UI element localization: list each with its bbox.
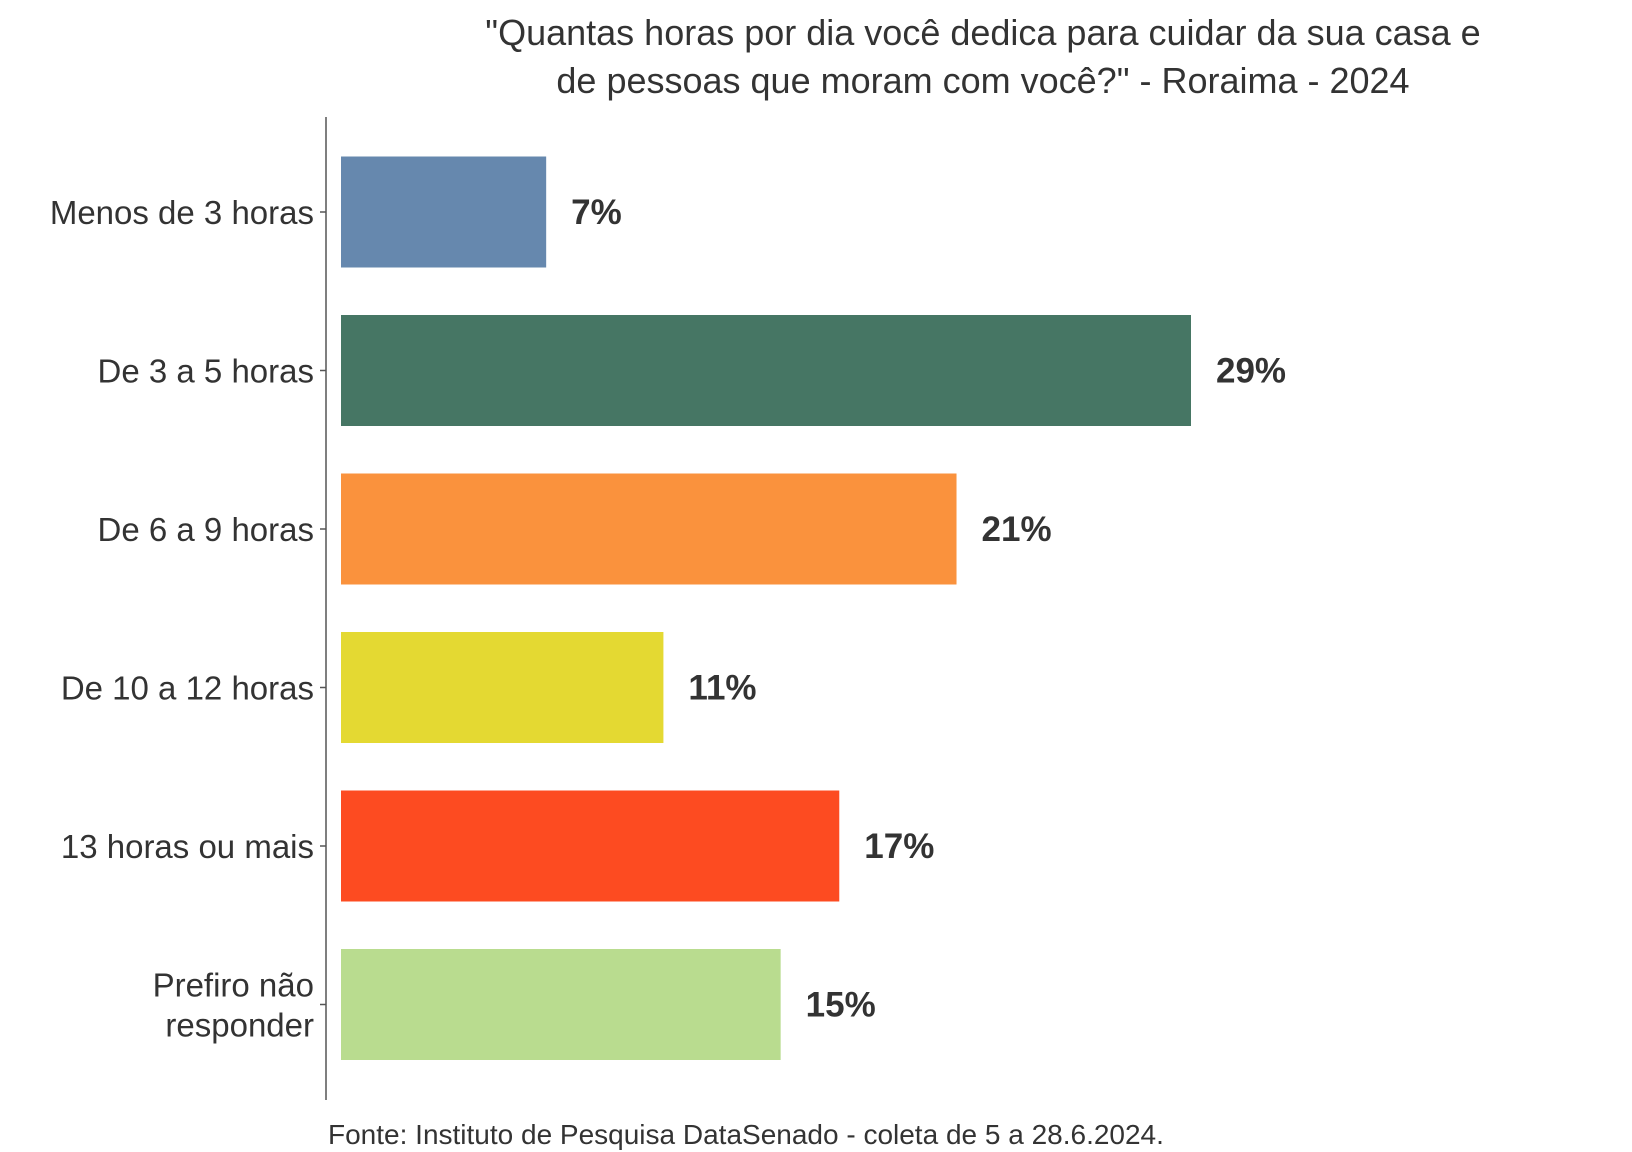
category-label-line: Prefiro não: [153, 967, 314, 1004]
plot-area: Menos de 3 horas 7% De 3 a 5 horas 29% De 6 …: [50, 156, 1286, 1060]
bar-3: [341, 473, 957, 585]
category-label-line: De 10 a 12 horas: [61, 670, 314, 707]
category-label-5: 13 horas ou mais: [61, 828, 314, 865]
value-label-5: 17%: [864, 827, 934, 866]
bar-4: [341, 632, 664, 743]
value-label-2: 29%: [1216, 352, 1286, 391]
category-label-line: 13 horas ou mais: [61, 828, 314, 865]
category-label-3: De 6 a 9 horas: [98, 511, 314, 548]
category-label-line: De 6 a 9 horas: [98, 511, 314, 548]
value-label-1: 7%: [571, 193, 622, 232]
category-label-1: Menos de 3 horas: [50, 194, 314, 231]
chart-source: Fonte: Instituto de Pesquisa DataSenado …: [328, 1119, 1164, 1150]
chart-title-line-1: "Quantas horas por dia você dedica para …: [485, 12, 1480, 53]
chart-title-line-2: de pessoas que moram com você?" - Roraim…: [556, 60, 1409, 101]
value-label-4: 11%: [688, 669, 756, 708]
value-label-3: 21%: [982, 510, 1052, 549]
category-label-line: De 3 a 5 horas: [98, 353, 314, 390]
bar-1: [341, 156, 547, 268]
bar-6: [341, 949, 781, 1060]
category-label-line: responder: [165, 1007, 314, 1044]
value-label-6: 15%: [806, 986, 876, 1025]
category-label-4: De 10 a 12 horas: [61, 670, 314, 707]
category-label-2: De 3 a 5 horas: [98, 353, 314, 390]
bar-2: [341, 315, 1191, 426]
bar-5: [341, 790, 840, 902]
category-label-6: Prefiro não responder: [153, 967, 314, 1044]
category-label-line: Menos de 3 horas: [50, 194, 314, 231]
